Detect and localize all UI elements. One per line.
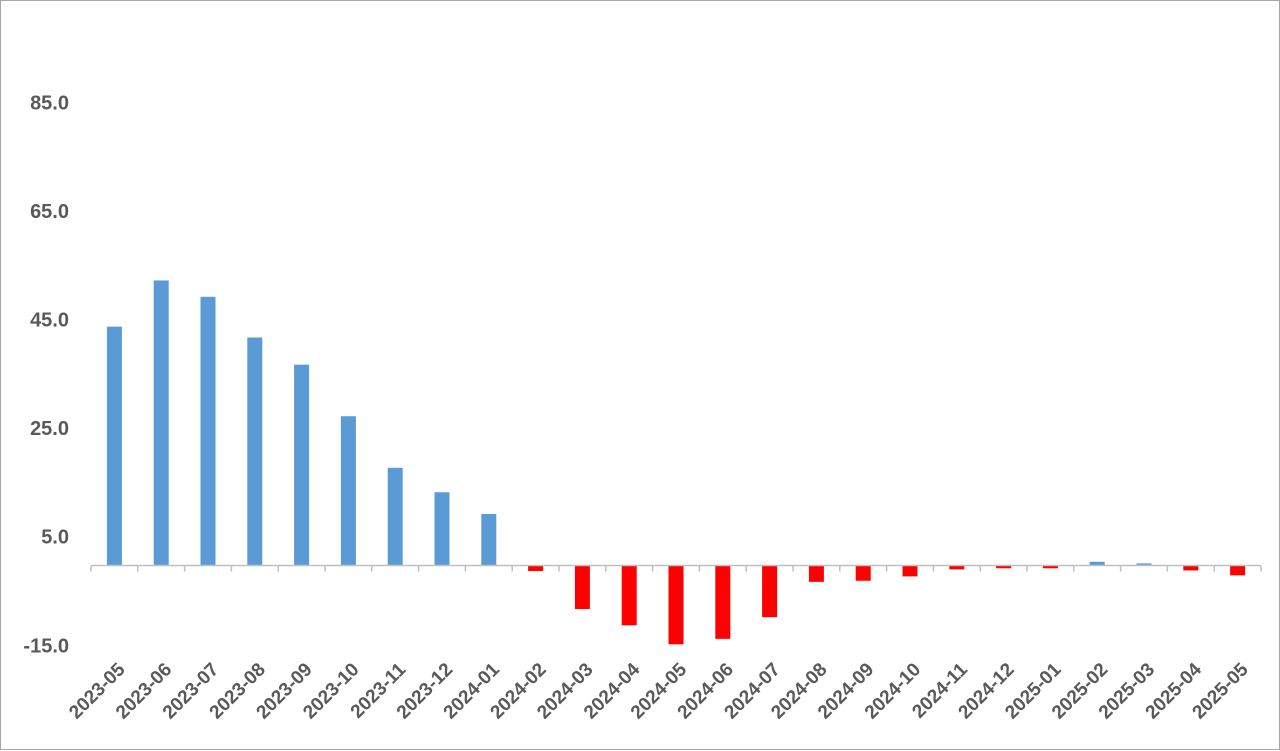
y-tick-label: 45.0 bbox=[30, 309, 69, 331]
x-axis-ticks: 2023-052023-062023-072023-082023-092023-… bbox=[65, 659, 1253, 723]
bars bbox=[106, 280, 1246, 645]
bar-2024-02 bbox=[528, 565, 544, 571]
y-tick-label: 25.0 bbox=[30, 418, 69, 440]
bar-2024-08 bbox=[808, 565, 824, 582]
bar-2024-04 bbox=[621, 565, 637, 626]
bar-2024-05 bbox=[668, 565, 684, 645]
bar-2023-12 bbox=[434, 492, 450, 566]
bar-2023-07 bbox=[200, 296, 216, 566]
bar-2024-10 bbox=[902, 565, 918, 577]
bar-2024-11 bbox=[949, 565, 965, 570]
y-axis-ticks: 85.0 65.0 45.0 25.0 5.0 -15.0 bbox=[23, 92, 69, 657]
bar-2024-03 bbox=[574, 565, 590, 609]
x-axis bbox=[90, 564, 1262, 572]
bar-2024-12 bbox=[996, 565, 1012, 569]
bar-2025-02 bbox=[1089, 561, 1105, 566]
bar-2025-05 bbox=[1230, 565, 1246, 576]
y-tick-label: 65.0 bbox=[30, 201, 69, 223]
y-tick-label: 5.0 bbox=[41, 527, 69, 549]
bar-2023-08 bbox=[247, 337, 263, 566]
bar-2023-06 bbox=[153, 280, 169, 566]
bar-2025-01 bbox=[1042, 565, 1058, 569]
bar-2023-09 bbox=[294, 364, 310, 566]
bar-2023-11 bbox=[387, 467, 403, 566]
bar-2024-09 bbox=[855, 565, 871, 581]
y-tick-label: 85.0 bbox=[30, 92, 69, 114]
bar-2023-05 bbox=[106, 326, 122, 566]
y-tick-label: -15.0 bbox=[23, 635, 69, 657]
bar-2023-10 bbox=[340, 416, 356, 566]
bar-2024-07 bbox=[762, 565, 778, 618]
bar-2025-04 bbox=[1183, 565, 1199, 571]
bar-2025-03 bbox=[1136, 563, 1152, 566]
bar-2024-01 bbox=[481, 513, 497, 566]
bar-2024-06 bbox=[715, 565, 731, 639]
